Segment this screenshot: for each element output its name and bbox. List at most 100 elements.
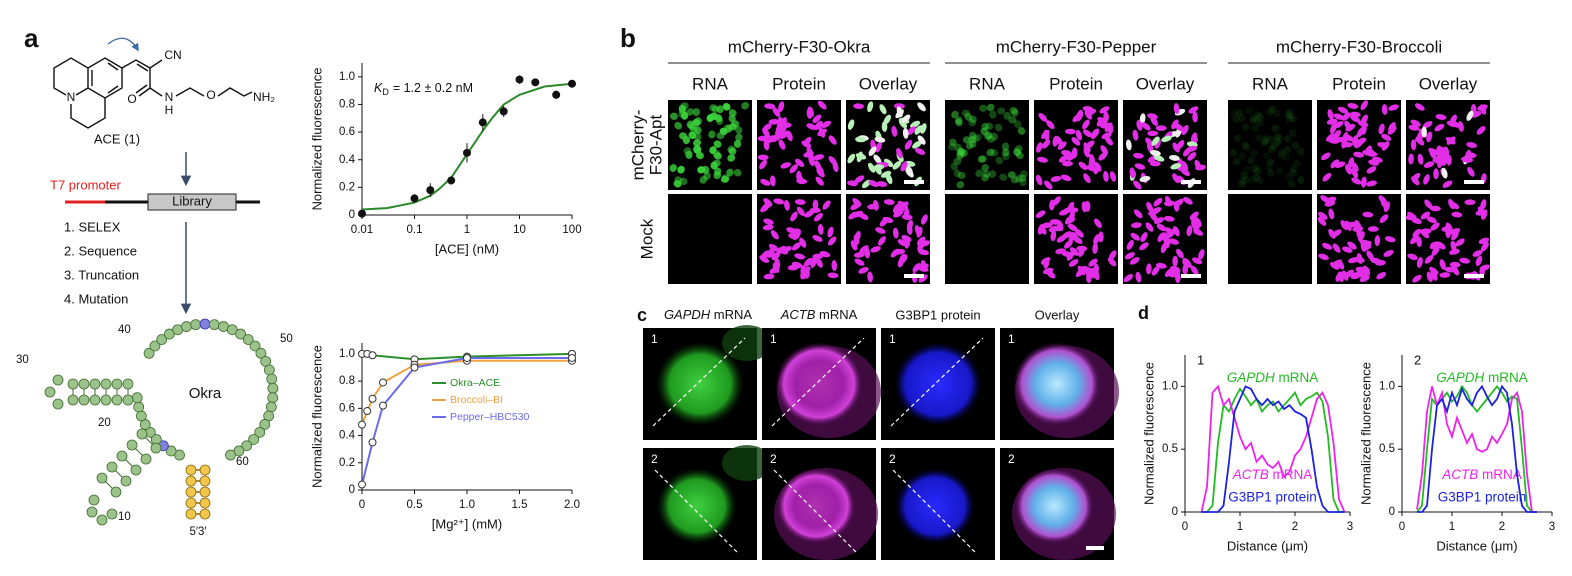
cell (916, 236, 926, 246)
y-tick-label: 0.8 (339, 375, 355, 387)
cell (853, 103, 865, 109)
nucleotide (122, 394, 134, 406)
cell (850, 202, 861, 211)
x-tick-label: 0.5 (407, 499, 423, 511)
cell (917, 135, 926, 145)
y-tick-label: 0.2 (339, 181, 355, 193)
cell (1318, 211, 1328, 220)
cell (1441, 167, 1448, 179)
cell (1376, 271, 1387, 280)
construct-header: mCherry-F30-Broccoli (1276, 37, 1442, 56)
cell (900, 161, 908, 172)
cell (1379, 214, 1389, 223)
cell (1475, 209, 1487, 216)
cell (1098, 231, 1104, 243)
series-line (1201, 385, 1345, 513)
cell (804, 257, 814, 267)
cell (1347, 103, 1359, 109)
cell (1430, 241, 1442, 248)
cell (1146, 263, 1152, 275)
x-tick-label: 1 (1237, 521, 1243, 533)
cell (1147, 113, 1158, 120)
cell (827, 236, 837, 246)
cell (1289, 115, 1298, 123)
cell (1333, 130, 1342, 140)
cell (1083, 173, 1091, 184)
cell (1410, 139, 1417, 151)
cell (1360, 100, 1368, 111)
bond (53, 57, 89, 96)
cell (1251, 124, 1260, 132)
cell (1377, 142, 1388, 149)
cell (1061, 251, 1073, 258)
cell (821, 120, 832, 129)
kd-annotation: KD = 1.2 ± 0.2 nM (374, 81, 473, 97)
cell (950, 162, 958, 171)
cell (1317, 216, 1327, 226)
series-label: ACTB mRNA (1441, 467, 1522, 482)
cell (1326, 133, 1336, 142)
cell (1241, 141, 1249, 149)
cell (1068, 259, 1079, 267)
cell (1129, 167, 1136, 179)
cell (1052, 135, 1059, 147)
cell (760, 250, 770, 260)
cell (1267, 135, 1275, 144)
cell (1069, 247, 1079, 256)
cell (1265, 108, 1274, 117)
cell (965, 141, 974, 150)
cell (1233, 134, 1242, 143)
nucleotide (126, 439, 138, 451)
cell (1104, 136, 1114, 146)
cell (786, 227, 797, 234)
kd-symbol: K (374, 81, 383, 95)
cell (1262, 134, 1270, 143)
cell (1186, 141, 1198, 148)
cell (880, 170, 892, 178)
cell (1407, 253, 1418, 261)
nucleotide (199, 318, 211, 330)
cell (1068, 232, 1077, 242)
cell (986, 135, 995, 143)
x-tick-label: 1 (1449, 521, 1455, 533)
y-tick-label: 1.0 (1379, 380, 1395, 392)
series-label: GAPDH mRNA (1436, 370, 1528, 385)
cell (1450, 240, 1457, 252)
cell (1318, 253, 1329, 261)
cell (794, 199, 806, 205)
cell (1249, 114, 1258, 122)
cell (1358, 231, 1365, 242)
cell (1283, 146, 1292, 154)
cell (763, 273, 775, 280)
legend-label: Broccoli–BI (450, 394, 503, 406)
cell (1243, 143, 1251, 152)
cell (1057, 141, 1067, 150)
atom-label: CN (164, 48, 181, 62)
cell (1043, 129, 1050, 141)
cell (1282, 152, 1290, 161)
cell (1093, 218, 1102, 228)
cell (1008, 116, 1017, 124)
cell (1341, 141, 1353, 148)
cell (982, 170, 991, 178)
cell (1181, 124, 1189, 136)
cell (1081, 201, 1088, 213)
cell (775, 126, 787, 133)
cell (1141, 122, 1151, 131)
cell (1092, 242, 1099, 254)
cell (804, 210, 815, 218)
cell (1060, 150, 1072, 156)
cell (1052, 225, 1064, 232)
cell (817, 100, 827, 110)
cell (1109, 171, 1117, 182)
cell (1467, 166, 1475, 177)
nucleotide (131, 392, 143, 404)
y-tick-label: 0.5 (1379, 443, 1395, 455)
cell (986, 103, 995, 112)
cell (1139, 175, 1151, 182)
cell (1002, 148, 1010, 157)
cell (1182, 263, 1189, 275)
bond (138, 87, 151, 97)
cell (709, 146, 717, 154)
cell (1056, 234, 1067, 243)
